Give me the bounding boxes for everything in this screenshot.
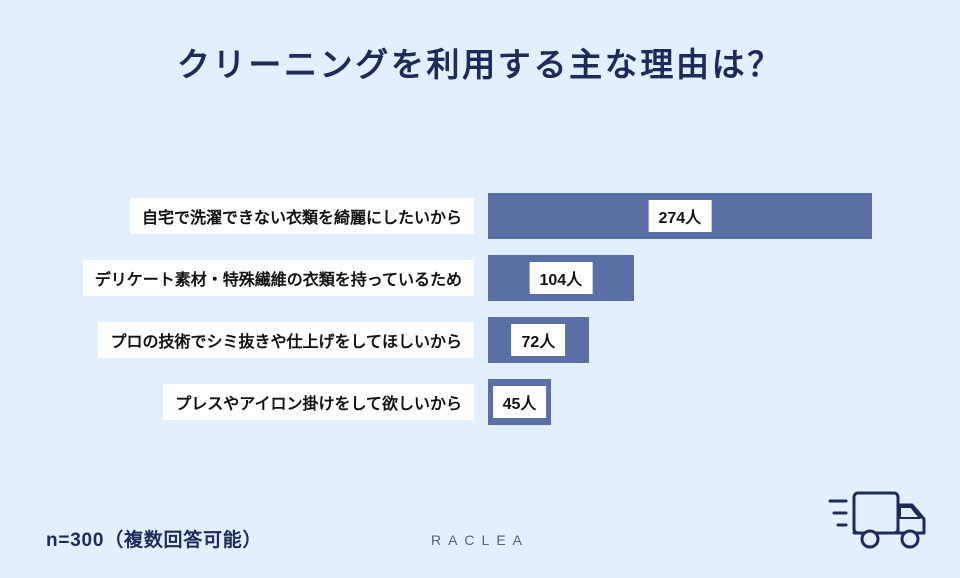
bar-chart: 自宅で洗濯できない衣類を綺麗にしたいから 274人デリケート素材・特殊繊維の衣類を… [46, 193, 926, 441]
bar-value: 72人 [511, 324, 565, 356]
bar-value: 45人 [493, 386, 547, 418]
bar-value: 104人 [529, 262, 592, 294]
bar: 72人 [488, 317, 589, 363]
chart-row: デリケート素材・特殊繊維の衣類を持っているため 104人 [46, 255, 926, 301]
chart-title: クリーニングを利用する主な理由は？ [0, 38, 960, 86]
bar-label: 自宅で洗濯できない衣類を綺麗にしたいから [130, 198, 474, 234]
chart-row: プロの技術でシミ抜きや仕上げをしてほしいから 72人 [46, 317, 926, 363]
bar-value: 274人 [648, 200, 711, 232]
bar-label: プロの技術でシミ抜きや仕上げをしてほしいから [98, 322, 474, 358]
bar: 274人 [488, 193, 872, 239]
sample-size-note: n=300（複数回答可能） [46, 525, 262, 552]
bar: 104人 [488, 255, 634, 301]
brand-label: RACLEA [431, 532, 529, 548]
chart-row: プレスやアイロン掛けをして欲しいから 45人 [46, 379, 926, 425]
truck-icon [822, 485, 932, 560]
bar-label: プレスやアイロン掛けをして欲しいから [163, 384, 474, 420]
chart-row: 自宅で洗濯できない衣類を綺麗にしたいから 274人 [46, 193, 926, 239]
bar-label: デリケート素材・特殊繊維の衣類を持っているため [83, 260, 474, 296]
bar: 45人 [488, 379, 551, 425]
